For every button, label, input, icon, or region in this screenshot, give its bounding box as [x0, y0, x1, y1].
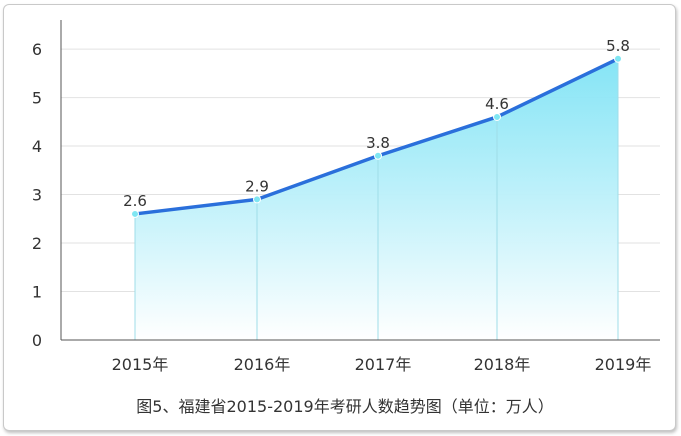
x-tick-labels: 2015年 2016年 2017年 2018年 2019年 — [112, 355, 652, 374]
data-label-2: 2.9 — [245, 177, 269, 195]
y-tick-6: 6 — [32, 40, 42, 59]
x-tick-1: 2015年 — [112, 355, 169, 374]
y-tick-labels: 0 1 2 3 4 5 6 — [32, 40, 42, 350]
data-label-1: 2.6 — [123, 192, 147, 210]
y-tick-0: 0 — [32, 331, 42, 350]
data-label-5: 5.8 — [606, 37, 630, 55]
axes — [60, 20, 660, 341]
data-point-2 — [253, 195, 261, 204]
y-tick-2: 2 — [32, 234, 42, 253]
x-tick-2: 2016年 — [234, 355, 291, 374]
y-tick-4: 4 — [32, 137, 42, 156]
x-tick-5: 2019年 — [595, 355, 652, 374]
y-tick-1: 1 — [32, 283, 42, 302]
data-points — [131, 54, 622, 218]
data-labels: 2.6 2.9 3.8 4.6 5.8 — [123, 37, 630, 210]
data-point-4 — [493, 112, 501, 121]
data-label-3: 3.8 — [366, 134, 390, 152]
chart-caption: 图5、福建省2015-2019年考研人数趋势图（单位：万人） — [136, 397, 553, 416]
y-tick-3: 3 — [32, 186, 42, 205]
y-tick-5: 5 — [32, 89, 42, 108]
data-point-1 — [131, 209, 139, 218]
area-polygon — [135, 58, 618, 341]
point-drop-lines — [134, 58, 619, 340]
x-tick-4: 2018年 — [474, 355, 531, 374]
data-point-5 — [614, 54, 622, 63]
x-tick-3: 2017年 — [355, 355, 412, 374]
data-point-3 — [374, 151, 382, 160]
area-fill — [135, 58, 618, 341]
data-label-4: 4.6 — [485, 95, 509, 113]
